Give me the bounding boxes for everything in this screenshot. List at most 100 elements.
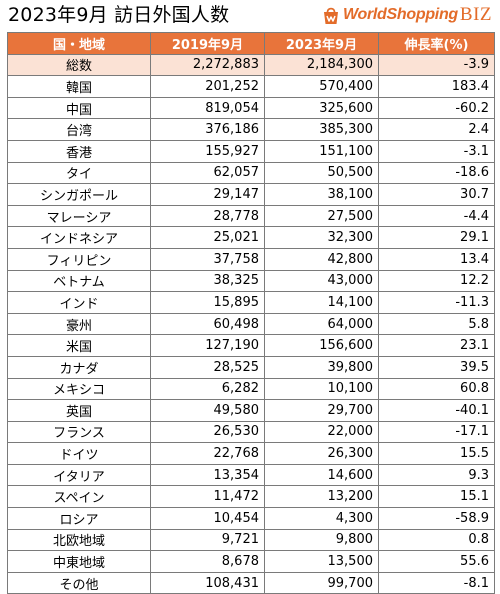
visitors-2019-cell: 49,580 <box>150 399 265 422</box>
visitors-2023-cell: 22,000 <box>264 420 379 444</box>
table-row: 韓国 201,252 570,400 183.4 <box>7 75 495 98</box>
visitors-2019-cell: 9,721 <box>150 528 265 552</box>
table-row: 英国 49,580 29,700 -40.1 <box>7 399 495 422</box>
growth-rate-cell: 13.4 <box>378 247 495 271</box>
header-growth: 伸長率(%) <box>378 32 495 55</box>
growth-rate-cell: 12.2 <box>378 269 495 293</box>
growth-rate-cell: 9.3 <box>378 463 495 487</box>
visitors-2023-cell: 64,000 <box>264 312 379 336</box>
country-cell: メキシコ <box>7 377 151 401</box>
table-row: フィリピン 37,758 42,800 13.4 <box>7 247 495 271</box>
table-row: ベトナム 38,325 43,000 12.2 <box>7 269 495 293</box>
visitors-2023-cell: 39,800 <box>264 355 379 379</box>
growth-rate-cell: -3.9 <box>378 53 495 77</box>
visitors-2019-cell: 6,282 <box>150 377 265 401</box>
growth-rate-cell: 60.8 <box>378 377 495 401</box>
page-header: 2023年9月 訪日外国人数 WorldShopping BIZ <box>0 0 500 32</box>
growth-rate-cell: -60.2 <box>378 96 495 120</box>
header-2019: 2019年9月 <box>150 32 265 55</box>
visitors-2023-cell: 50,500 <box>264 161 379 185</box>
visitors-2019-cell: 38,325 <box>150 269 265 293</box>
table-row: 中東地域 8,678 13,500 55.6 <box>7 550 495 573</box>
table-row: カナダ 28,525 39,800 39.5 <box>7 355 495 379</box>
country-cell: タイ <box>7 161 151 185</box>
table-header-row: 国・地域 2019年9月 2023年9月 伸長率(%) <box>7 32 495 55</box>
growth-rate-cell: 23.1 <box>378 334 495 357</box>
growth-rate-cell: 39.5 <box>378 355 495 379</box>
table-row: 台湾 376,186 385,300 2.4 <box>7 118 495 141</box>
growth-rate-cell: 15.1 <box>378 485 495 509</box>
visitors-2023-cell: 325,600 <box>264 96 379 120</box>
visitors-2019-cell: 22,768 <box>150 442 265 465</box>
visitors-2019-cell: 28,778 <box>150 204 265 228</box>
page-title: 2023年9月 訪日外国人数 <box>8 4 230 26</box>
growth-rate-cell: 29.1 <box>378 226 495 249</box>
growth-rate-cell: 183.4 <box>378 75 495 98</box>
country-cell: 台湾 <box>7 118 151 141</box>
visitors-2019-cell: 13,354 <box>150 463 265 487</box>
country-cell: シンガポール <box>7 183 151 206</box>
growth-rate-cell: -17.1 <box>378 420 495 444</box>
country-cell: 中国 <box>7 96 151 120</box>
country-cell: インドネシア <box>7 226 151 249</box>
visitors-2023-cell: 42,800 <box>264 247 379 271</box>
country-cell: 総数 <box>7 53 151 77</box>
country-cell: フィリピン <box>7 247 151 271</box>
country-cell: イタリア <box>7 463 151 487</box>
growth-rate-cell: 0.8 <box>378 528 495 552</box>
country-cell: 英国 <box>7 399 151 422</box>
total-row: 総数 2,272,883 2,184,300 -3.9 <box>7 53 495 77</box>
visitors-2023-cell: 27,500 <box>264 204 379 228</box>
visitors-2023-cell: 151,100 <box>264 139 379 163</box>
visitors-2019-cell: 155,927 <box>150 139 265 163</box>
table-row: 豪州 60,498 64,000 5.8 <box>7 312 495 336</box>
visitors-2023-cell: 38,100 <box>264 183 379 206</box>
country-cell: その他 <box>7 571 151 594</box>
table-row: 香港 155,927 151,100 -3.1 <box>7 139 495 163</box>
country-cell: 韓国 <box>7 75 151 98</box>
visitors-2019-cell: 37,758 <box>150 247 265 271</box>
visitors-2023-cell: 2,184,300 <box>264 53 379 77</box>
table-row: マレーシア 28,778 27,500 -4.4 <box>7 204 495 228</box>
table-row: スペイン 11,472 13,200 15.1 <box>7 485 495 509</box>
visitors-2019-cell: 127,190 <box>150 334 265 357</box>
visitors-2023-cell: 14,600 <box>264 463 379 487</box>
visitors-2019-cell: 28,525 <box>150 355 265 379</box>
visitors-2019-cell: 108,431 <box>150 571 265 594</box>
visitors-2019-cell: 201,252 <box>150 75 265 98</box>
visitors-2019-cell: 2,272,883 <box>150 53 265 77</box>
visitors-2023-cell: 32,300 <box>264 226 379 249</box>
country-cell: マレーシア <box>7 204 151 228</box>
visitors-2023-cell: 9,800 <box>264 528 379 552</box>
visitors-2019-cell: 11,472 <box>150 485 265 509</box>
table-body: 総数 2,272,883 2,184,300 -3.9 韓国 201,252 570,400… <box>7 53 495 594</box>
country-cell: 米国 <box>7 334 151 357</box>
visitors-2019-cell: 26,530 <box>150 420 265 444</box>
visitors-2023-cell: 385,300 <box>264 118 379 141</box>
visitors-2023-cell: 26,300 <box>264 442 379 465</box>
table-row: イタリア 13,354 14,600 9.3 <box>7 463 495 487</box>
visitors-2023-cell: 99,700 <box>264 571 379 594</box>
table-row: 米国 127,190 156,600 23.1 <box>7 334 495 357</box>
country-cell: フランス <box>7 420 151 444</box>
country-cell: インド <box>7 291 151 314</box>
country-cell: ベトナム <box>7 269 151 293</box>
table-row: インドネシア 25,021 32,300 29.1 <box>7 226 495 249</box>
visitors-2023-cell: 4,300 <box>264 507 379 530</box>
table-row: タイ 62,057 50,500 -18.6 <box>7 161 495 185</box>
logo-biz: BIZ <box>459 4 492 25</box>
table-row: シンガポール 29,147 38,100 30.7 <box>7 183 495 206</box>
country-cell: ロシア <box>7 507 151 530</box>
header-2023: 2023年9月 <box>264 32 379 55</box>
visitors-2019-cell: 15,895 <box>150 291 265 314</box>
visitors-2019-cell: 10,454 <box>150 507 265 530</box>
growth-rate-cell: 30.7 <box>378 183 495 206</box>
growth-rate-cell: 15.5 <box>378 442 495 465</box>
country-cell: カナダ <box>7 355 151 379</box>
worldshopping-biz-logo: WorldShopping BIZ <box>320 2 492 28</box>
visitors-2023-cell: 43,000 <box>264 269 379 293</box>
visitors-2023-cell: 570,400 <box>264 75 379 98</box>
growth-rate-cell: -4.4 <box>378 204 495 228</box>
table-row: その他 108,431 99,700 -8.1 <box>7 571 495 594</box>
table-row: 中国 819,054 325,600 -60.2 <box>7 96 495 120</box>
